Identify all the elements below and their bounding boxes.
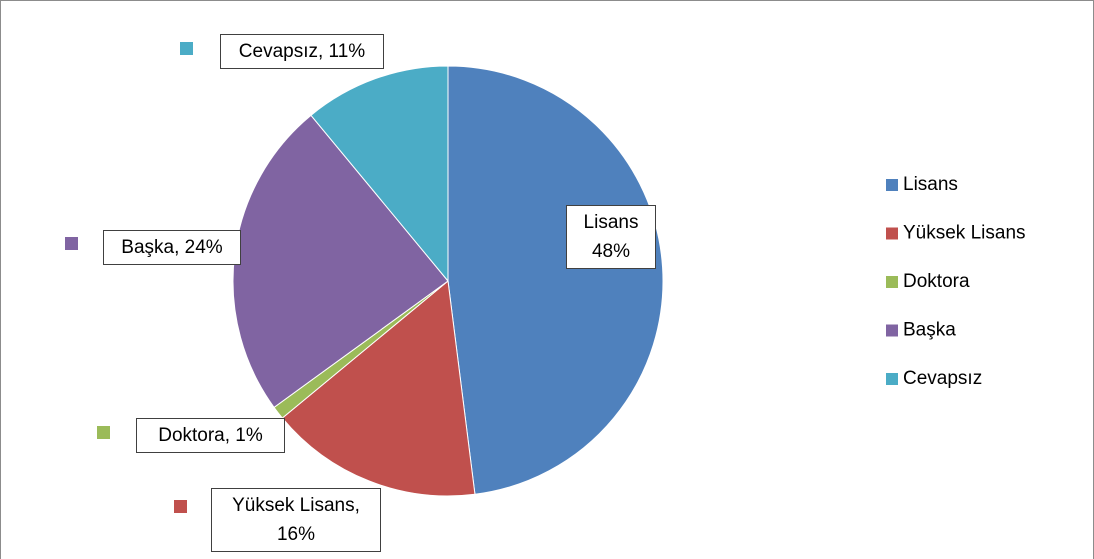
legend-marker	[886, 179, 898, 191]
data-label: Yüksek Lisans, 16%	[211, 488, 381, 552]
label-key	[97, 426, 110, 439]
pie-slice	[447, 65, 664, 495]
legend-label: Doktora	[903, 271, 970, 292]
legend-label: Başka	[903, 320, 956, 341]
label-key	[65, 237, 78, 250]
pie-slice	[310, 65, 449, 283]
label-key	[174, 500, 187, 513]
legend-marker	[886, 373, 898, 385]
data-label: Lisans 48%	[566, 205, 656, 269]
legend-marker	[886, 324, 898, 337]
label-key	[180, 42, 193, 55]
legend-label: Cevapsız	[903, 368, 982, 389]
pie-slice	[281, 280, 476, 497]
data-label: Cevapsız, 11%	[220, 34, 384, 69]
legend-label: Lisans	[903, 174, 958, 195]
legend-marker	[886, 276, 898, 288]
legend-label: Yüksek Lisans	[903, 223, 1026, 244]
data-label: Başka, 24%	[103, 230, 241, 265]
data-label: Doktora, 1%	[136, 418, 285, 453]
legend-marker	[886, 227, 898, 240]
